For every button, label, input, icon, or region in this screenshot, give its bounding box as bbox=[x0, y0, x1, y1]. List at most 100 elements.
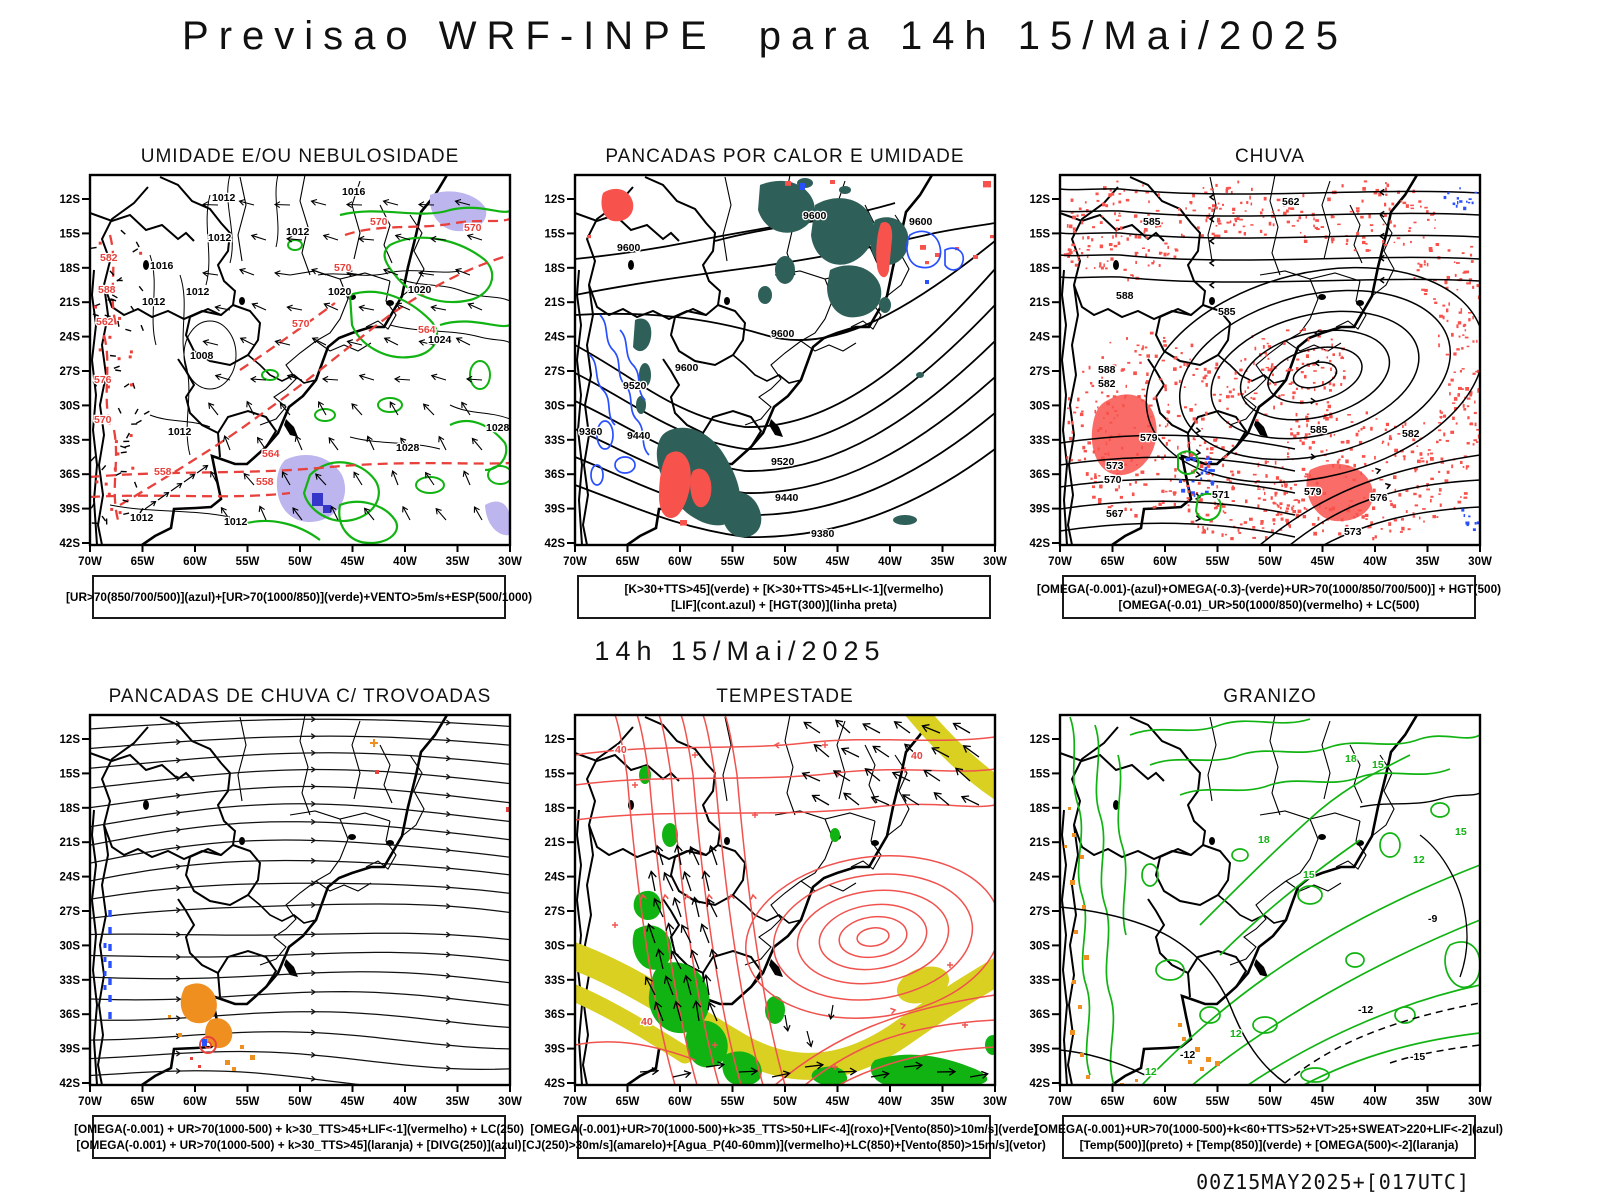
svg-text:571: 571 bbox=[1212, 489, 1230, 501]
svg-text:558: 558 bbox=[154, 466, 172, 478]
map-panel-trovoadas: PANCADAS DE CHUVA C/ TROVOADAS 12S 15S 18S… bbox=[52, 685, 524, 1200]
svg-text:35W: 35W bbox=[931, 1096, 955, 1108]
svg-text:582: 582 bbox=[100, 252, 118, 264]
legend-line: [Temp(500)](preto) + [Temp(850)](verde) … bbox=[1079, 1138, 1459, 1152]
svg-text:30W: 30W bbox=[983, 556, 1007, 568]
svg-text:40W: 40W bbox=[393, 556, 417, 568]
svg-text:21S: 21S bbox=[60, 297, 81, 309]
weather-map-granizo: 12S 15S 18S 21S 24S 27S 30S 33S 36S 39S 42S 70W 65W 6… bbox=[1030, 713, 1492, 1108]
svg-text:15S: 15S bbox=[60, 768, 81, 780]
svg-text:39S: 39S bbox=[545, 1044, 566, 1056]
svg-text:27S: 27S bbox=[545, 906, 566, 918]
svg-text:55W: 55W bbox=[721, 556, 745, 568]
svg-text:18S: 18S bbox=[545, 263, 566, 275]
svg-text:45W: 45W bbox=[341, 1096, 365, 1108]
svg-text:579: 579 bbox=[1140, 432, 1158, 444]
svg-text:9380: 9380 bbox=[811, 528, 835, 540]
panel-legend: [K>30+TTS>45](verde) + [K>30+TTS>45+LI<-… bbox=[577, 575, 991, 619]
map-panel-pancadas-calor: PANCADAS POR CALOR E UMIDADE 12S 15S 18S 21… bbox=[537, 145, 1007, 675]
svg-text:45W: 45W bbox=[826, 1096, 850, 1108]
svg-text:1012: 1012 bbox=[186, 286, 210, 298]
svg-text:1012: 1012 bbox=[224, 516, 248, 528]
svg-text:60W: 60W bbox=[668, 1096, 692, 1108]
svg-text:588: 588 bbox=[1116, 290, 1134, 302]
svg-text:65W: 65W bbox=[616, 556, 640, 568]
svg-text:33S: 33S bbox=[60, 975, 81, 987]
svg-text:30S: 30S bbox=[1030, 400, 1051, 412]
svg-text:585: 585 bbox=[1310, 424, 1328, 436]
svg-text:35W: 35W bbox=[931, 556, 955, 568]
svg-text:24S: 24S bbox=[60, 872, 81, 884]
svg-text:585: 585 bbox=[1143, 216, 1161, 228]
svg-text:582: 582 bbox=[1098, 378, 1116, 390]
svg-text:-9: -9 bbox=[1428, 913, 1437, 925]
svg-text:18S: 18S bbox=[545, 803, 566, 815]
svg-text:21S: 21S bbox=[1030, 297, 1051, 309]
svg-text:573: 573 bbox=[1106, 460, 1124, 472]
svg-text:50W: 50W bbox=[288, 556, 312, 568]
svg-text:40W: 40W bbox=[878, 556, 902, 568]
svg-text:50W: 50W bbox=[1258, 556, 1282, 568]
svg-text:12S: 12S bbox=[545, 194, 566, 206]
panel-legend: [OMEGA(-0.001)-(azul)+OMEGA(-0.3)-(verde… bbox=[1037, 575, 1501, 619]
svg-text:70W: 70W bbox=[1048, 556, 1072, 568]
svg-text:1012: 1012 bbox=[130, 512, 154, 524]
svg-text:12S: 12S bbox=[1030, 734, 1051, 746]
svg-text:27S: 27S bbox=[60, 906, 81, 918]
weather-map-umidade: 12S 15S 18S 21S 24S 27S 30S 33S 36S 39S 42S 70W 65W 6… bbox=[60, 173, 522, 568]
svg-text:60W: 60W bbox=[668, 556, 692, 568]
weather-map-pancadas-calor: 12S 15S 18S 21S 24S 27S 30S 33S 36S 39S 42S 70W 65W 6… bbox=[545, 173, 1007, 568]
svg-text:564: 564 bbox=[418, 324, 436, 336]
svg-text:42S: 42S bbox=[1030, 1078, 1051, 1090]
svg-text:9520: 9520 bbox=[771, 456, 795, 468]
svg-text:1012: 1012 bbox=[208, 232, 232, 244]
legend-line: [OMEGA(-0.01)_UR>50(1000/850)(vermelho) … bbox=[1118, 598, 1420, 612]
svg-text:12: 12 bbox=[1230, 1028, 1242, 1040]
center-date-label: 14h 15/Mai/2025 bbox=[594, 636, 886, 666]
svg-text:35W: 35W bbox=[1416, 1096, 1440, 1108]
svg-text:39S: 39S bbox=[1030, 504, 1051, 516]
svg-text:30S: 30S bbox=[60, 940, 81, 952]
svg-text:30W: 30W bbox=[1468, 556, 1492, 568]
svg-text:15: 15 bbox=[1455, 826, 1467, 838]
svg-text:70W: 70W bbox=[563, 1096, 587, 1108]
svg-text:15S: 15S bbox=[1030, 228, 1051, 240]
svg-text:70W: 70W bbox=[78, 1096, 102, 1108]
weather-map-trovoadas: 12S 15S 18S 21S 24S 27S 30S 33S 36S 39S 42S 70W 65W 6… bbox=[60, 713, 522, 1108]
panel-title: PANCADAS POR CALOR E UMIDADE bbox=[605, 146, 965, 167]
svg-text:33S: 33S bbox=[1030, 435, 1051, 447]
svg-text:70W: 70W bbox=[1048, 1096, 1072, 1108]
svg-text:12S: 12S bbox=[60, 734, 81, 746]
svg-text:24S: 24S bbox=[60, 332, 81, 344]
svg-text:21S: 21S bbox=[545, 297, 566, 309]
svg-text:1012: 1012 bbox=[212, 192, 236, 204]
svg-text:45W: 45W bbox=[341, 556, 365, 568]
weather-map-tempestade: 12S 15S 18S 21S 24S 27S 30S 33S 36S 39S 42S 70W 65W 6… bbox=[545, 713, 1007, 1108]
svg-text:15S: 15S bbox=[1030, 768, 1051, 780]
svg-text:12S: 12S bbox=[60, 194, 81, 206]
svg-text:570: 570 bbox=[464, 222, 482, 234]
svg-text:570: 570 bbox=[370, 216, 388, 228]
map-panel-umidade: UMIDADE E/OU NEBULOSIDADE 12S 15S 18S 21S 24… bbox=[52, 145, 532, 675]
svg-text:567: 567 bbox=[1106, 508, 1124, 520]
svg-text:573: 573 bbox=[1344, 526, 1362, 538]
panel-legend: [UR>70(850/700/500)](azul)+[UR>70(1000/8… bbox=[66, 575, 532, 619]
svg-text:65W: 65W bbox=[131, 1096, 155, 1108]
svg-text:570: 570 bbox=[94, 414, 112, 426]
svg-text:12S: 12S bbox=[545, 734, 566, 746]
svg-text:24S: 24S bbox=[1030, 332, 1051, 344]
svg-text:585: 585 bbox=[1218, 306, 1236, 318]
svg-text:70W: 70W bbox=[78, 556, 102, 568]
svg-text:21S: 21S bbox=[1030, 837, 1051, 849]
svg-text:60W: 60W bbox=[183, 556, 207, 568]
svg-text:33S: 33S bbox=[1030, 975, 1051, 987]
svg-text:70W: 70W bbox=[563, 556, 587, 568]
svg-text:18: 18 bbox=[1258, 834, 1270, 846]
svg-text:9600: 9600 bbox=[675, 362, 699, 374]
map-panel-granizo: GRANIZO 12S 15S 18S 21S 24S 27S 30S 33S 36S 39S 42… bbox=[1022, 685, 1503, 1200]
legend-line: [K>30+TTS>45](verde) + [K>30+TTS>45+LI<-… bbox=[624, 582, 944, 596]
svg-text:24S: 24S bbox=[1030, 872, 1051, 884]
svg-text:21S: 21S bbox=[60, 837, 81, 849]
svg-text:42S: 42S bbox=[60, 538, 81, 550]
svg-text:42S: 42S bbox=[545, 1078, 566, 1090]
